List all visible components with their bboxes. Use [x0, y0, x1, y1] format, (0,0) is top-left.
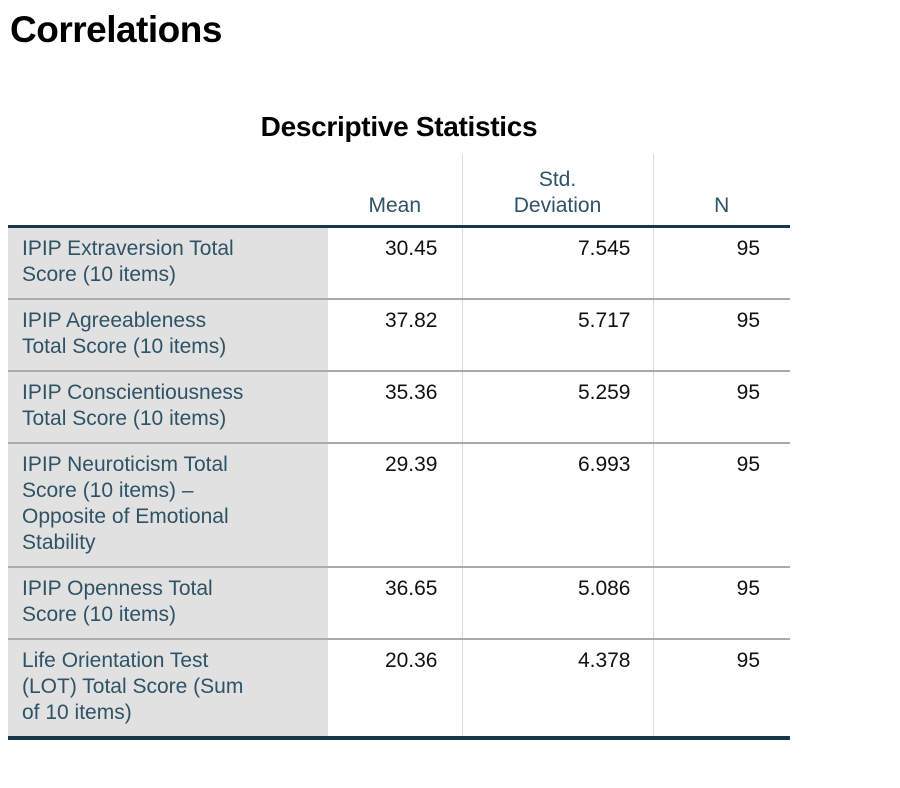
mean-value: 29.39 [328, 442, 462, 568]
header-row: Mean Std. Deviation N [8, 154, 790, 228]
table-row: IPIP Extraversion Total Score (10 items)… [8, 226, 790, 300]
n-value: 95 [652, 298, 790, 372]
descriptive-statistics-table: Descriptive Statistics Mean Std. Deviati… [8, 110, 790, 740]
n-value: 95 [652, 442, 790, 568]
n-column-header: N [652, 154, 790, 228]
std-deviation-value: 7.545 [461, 226, 653, 300]
row-label: IPIP Extraversion Total Score (10 items) [8, 226, 328, 300]
row-label: IPIP Agreeableness Total Score (10 items… [8, 298, 328, 372]
std-deviation-value: 5.259 [461, 370, 653, 444]
table-row: IPIP Neuroticism Total Score (10 items) … [8, 442, 790, 568]
n-value: 95 [652, 370, 790, 444]
report-title: Correlations [10, 9, 222, 50]
row-label: IPIP Neuroticism Total Score (10 items) … [8, 442, 328, 568]
mean-value: 20.36 [328, 638, 462, 740]
n-value: 95 [652, 566, 790, 640]
row-label: Life Orientation Test (LOT) Total Score … [8, 638, 328, 740]
row-label: IPIP Openness Total Score (10 items) [8, 566, 328, 640]
table-row: IPIP Agreeableness Total Score (10 items… [8, 298, 790, 372]
std-deviation-value: 4.378 [461, 638, 653, 740]
std-deviation-value: 5.717 [461, 298, 653, 372]
table-caption: Descriptive Statistics [260, 111, 538, 142]
table-body: IPIP Extraversion Total Score (10 items)… [8, 226, 790, 740]
std-deviation-column-header: Std. Deviation [461, 154, 653, 228]
mean-value: 35.36 [328, 370, 462, 444]
std-deviation-value: 6.993 [461, 442, 653, 568]
mean-value: 30.45 [328, 226, 462, 300]
mean-column-header: Mean [328, 154, 462, 228]
mean-value: 36.65 [328, 566, 462, 640]
table-row: IPIP Openness Total Score (10 items) 36.… [8, 566, 790, 640]
table-header: Mean Std. Deviation N [8, 154, 790, 228]
std-deviation-value: 5.086 [461, 566, 653, 640]
table-row: Life Orientation Test (LOT) Total Score … [8, 638, 790, 740]
stats-table: Mean Std. Deviation N IPIP Extraversion … [8, 154, 790, 740]
mean-value: 37.82 [328, 298, 462, 372]
n-value: 95 [652, 226, 790, 300]
n-value: 95 [652, 638, 790, 740]
row-label: IPIP Conscientiousness Total Score (10 i… [8, 370, 328, 444]
table-row: IPIP Conscientiousness Total Score (10 i… [8, 370, 790, 444]
stub-header-cell [8, 154, 328, 228]
